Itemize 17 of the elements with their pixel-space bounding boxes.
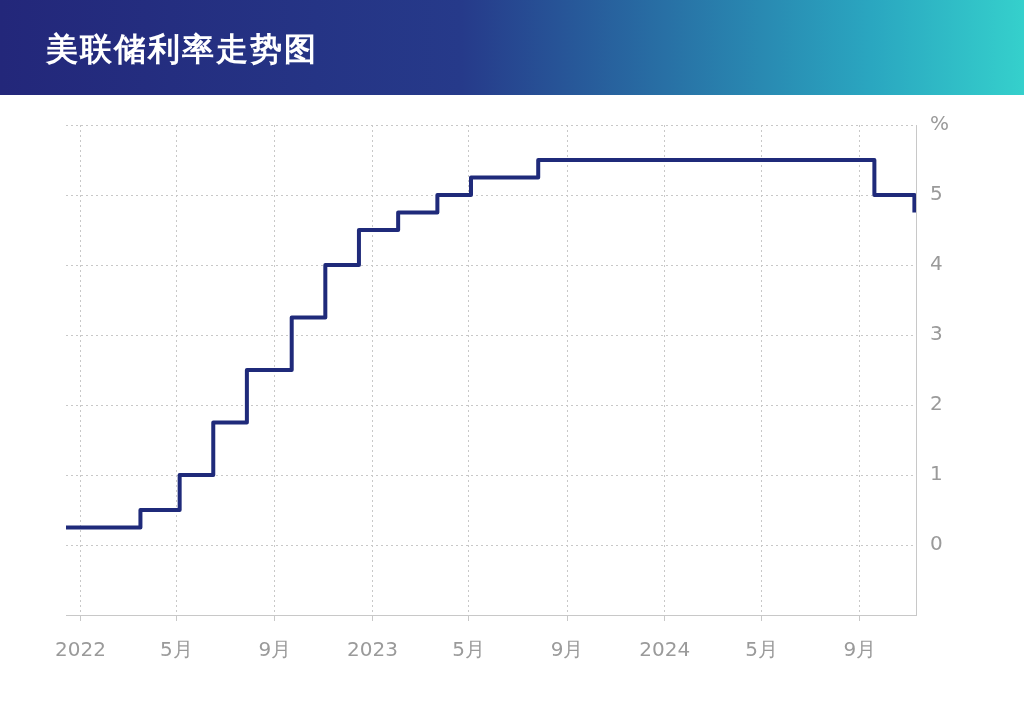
y-tick-label: 3 xyxy=(930,321,943,346)
x-tick-label: 2024 xyxy=(639,637,691,662)
y-tick-label: 5 xyxy=(930,181,943,206)
y-tick-label: 0 xyxy=(930,531,943,556)
x-tick-label: 5月 xyxy=(160,637,193,662)
y-tick-label: 4 xyxy=(930,251,943,276)
y-tick-label: 1 xyxy=(930,461,943,486)
x-tick-label: 9月 xyxy=(258,637,292,662)
x-tick-label: 2023 xyxy=(347,637,398,662)
x-tick-label: 9月 xyxy=(550,637,584,662)
x-tick-label: 5月 xyxy=(745,637,778,662)
y-tick-label: 2 xyxy=(930,391,943,416)
x-tick-label: 9月 xyxy=(843,637,877,662)
y-tick-label: % xyxy=(930,111,950,136)
chart-title: 美联储利率走势图 xyxy=(46,29,318,70)
x-tick-label: 2022 xyxy=(54,637,106,662)
x-tick-label: 5月 xyxy=(452,637,485,662)
